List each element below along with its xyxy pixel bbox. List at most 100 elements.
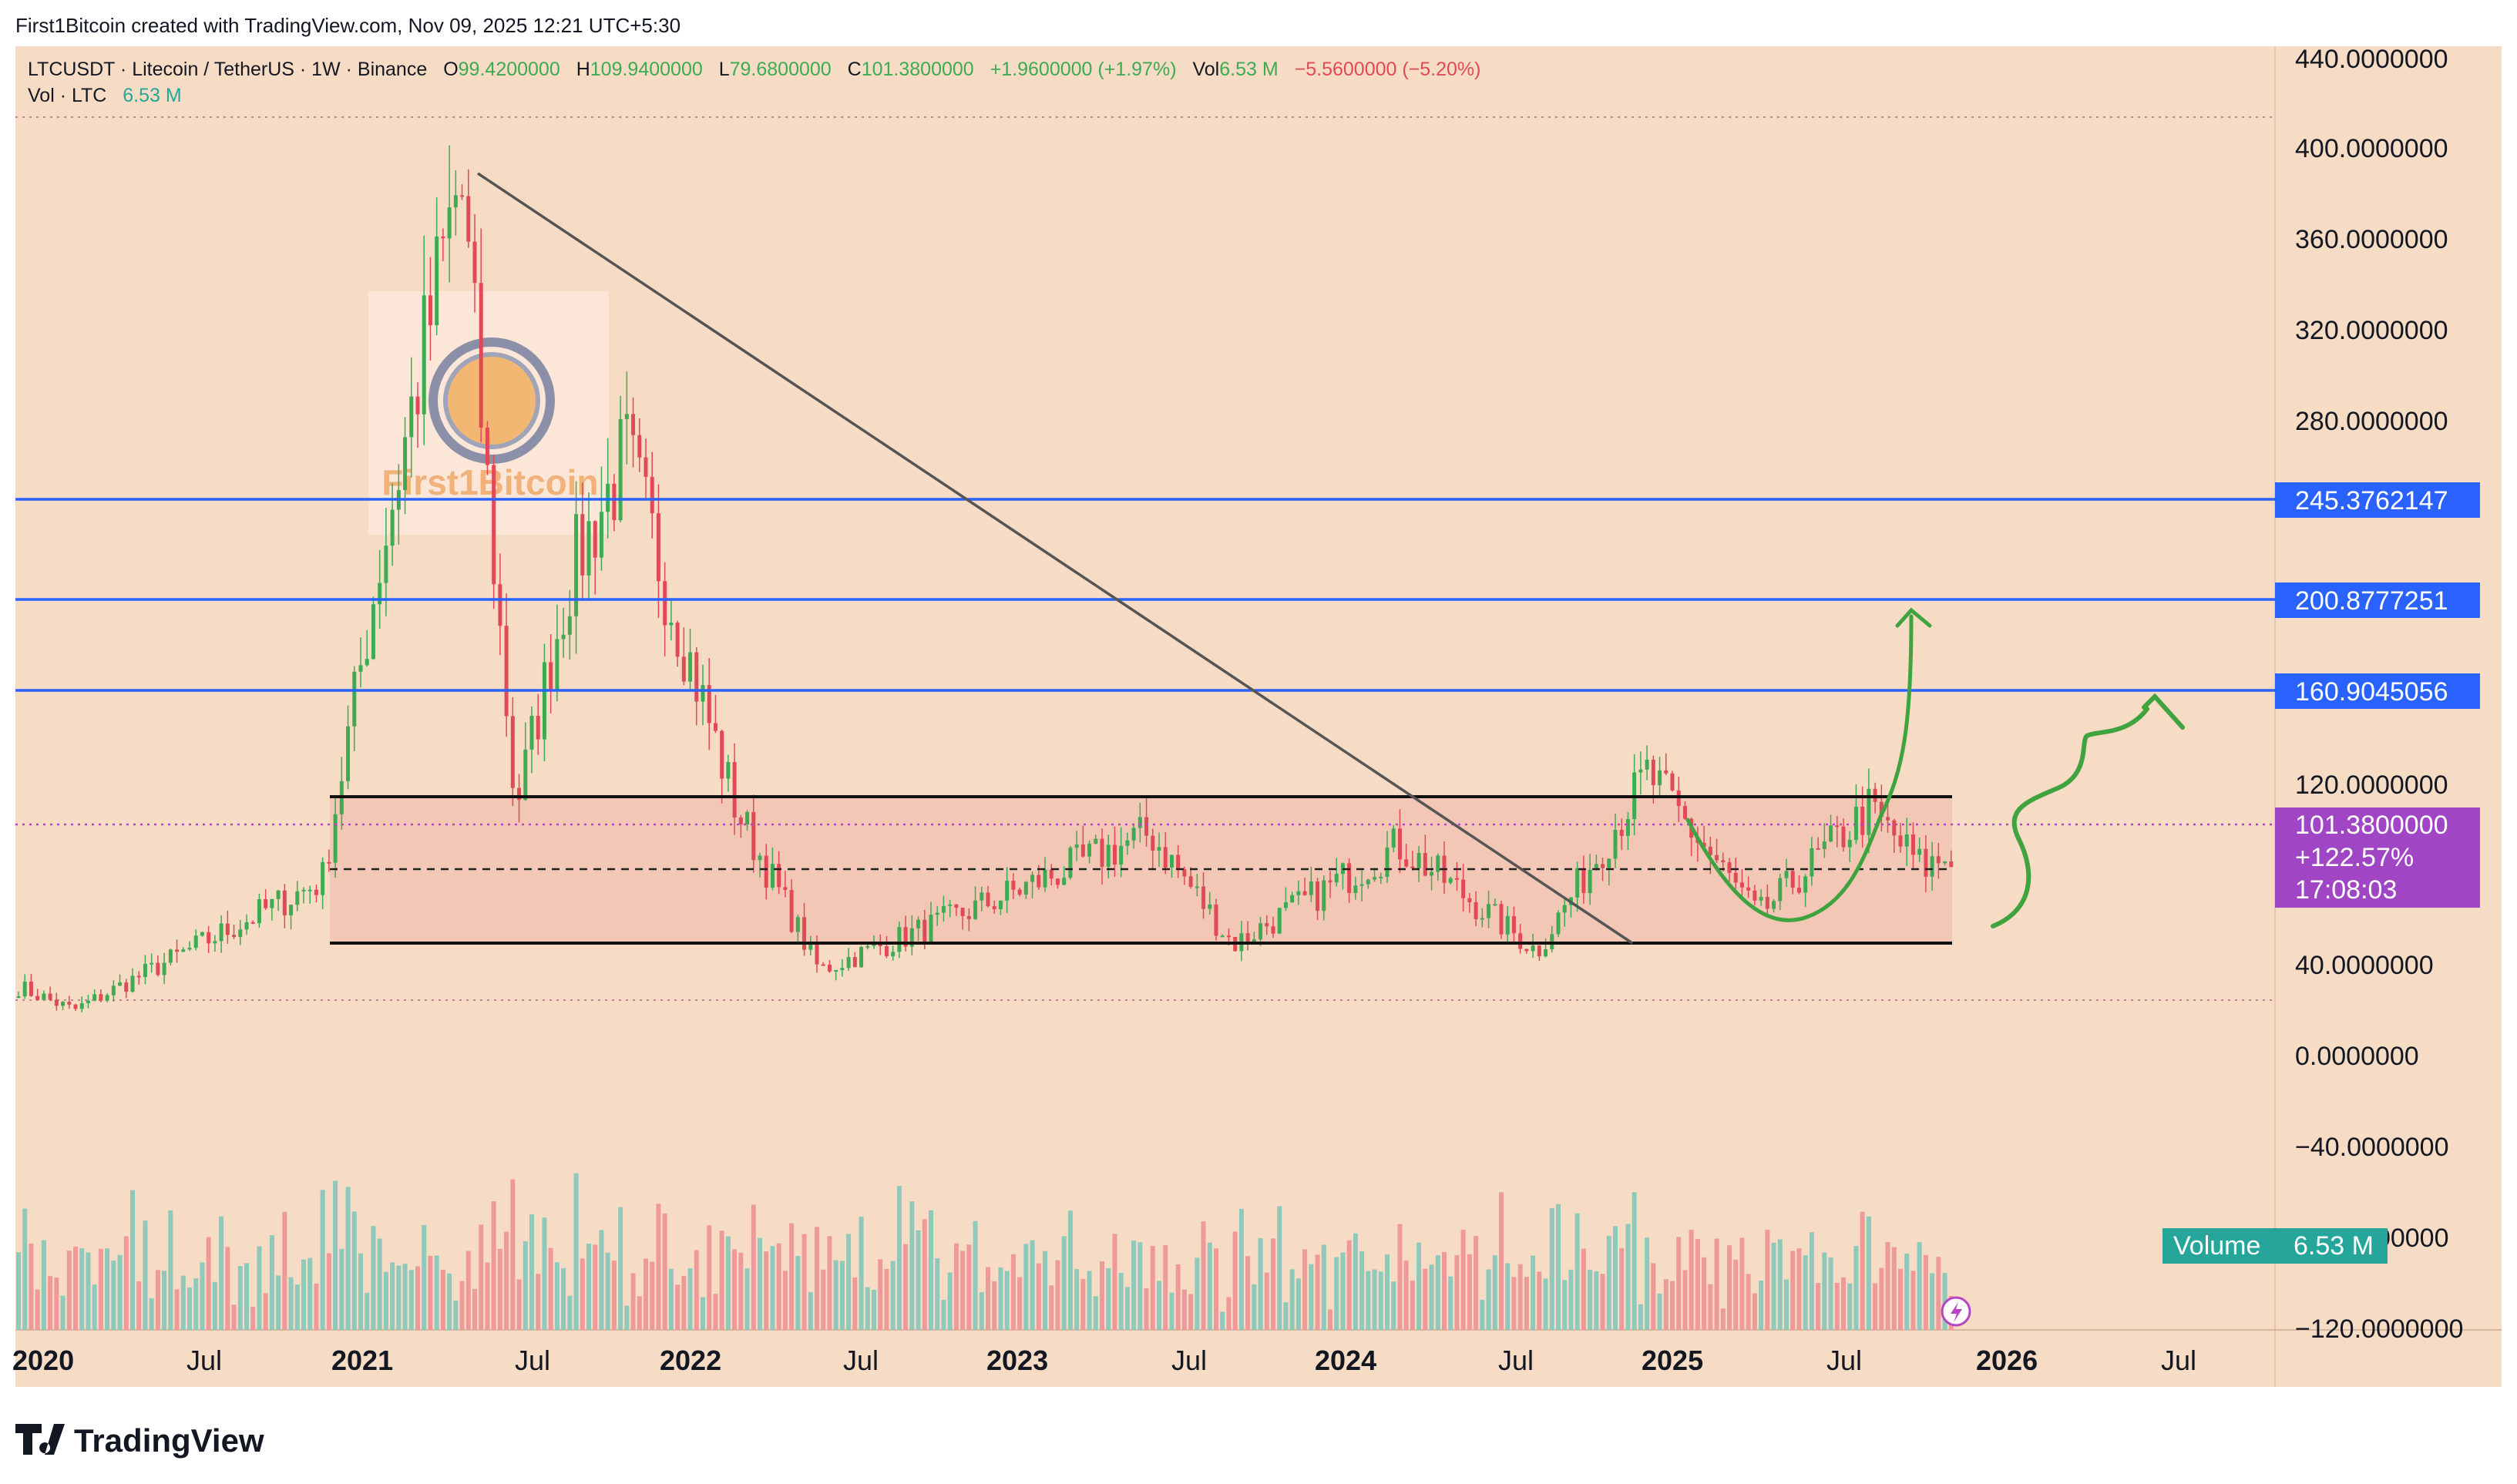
time-label: 2026 — [1976, 1345, 2038, 1376]
volume-bar — [1423, 1268, 1428, 1330]
candle-body — [1601, 864, 1605, 868]
price-tick: 280.0000000 — [2295, 407, 2448, 436]
candle-body — [1277, 908, 1282, 934]
volume-bar — [269, 1235, 274, 1330]
candle-body — [67, 1002, 72, 1005]
volume-bar — [795, 1256, 801, 1330]
candle-body — [1049, 869, 1054, 879]
candle-body — [1664, 770, 1668, 774]
candle-body — [105, 995, 109, 1001]
volume-bar — [434, 1255, 439, 1330]
candle-body — [460, 195, 465, 197]
volume-bar — [1733, 1259, 1739, 1330]
candle-body — [73, 1004, 78, 1009]
volume-bar — [1657, 1293, 1662, 1330]
candle-body — [1544, 949, 1548, 957]
candle-body — [1658, 770, 1662, 786]
volume-bar — [1581, 1248, 1586, 1330]
volume-bar — [687, 1267, 693, 1330]
price-tick: 40.0000000 — [2295, 951, 2434, 980]
candle-body — [1119, 845, 1124, 865]
volume-bar — [1074, 1269, 1080, 1330]
candle-body — [403, 437, 408, 490]
volume-bar — [35, 1289, 40, 1330]
candle-body — [1910, 834, 1915, 855]
volume-bar — [1803, 1255, 1808, 1330]
volume-bar — [1676, 1237, 1682, 1330]
candles — [16, 145, 1954, 1013]
volume-bar — [1467, 1254, 1472, 1330]
candle-body — [1423, 853, 1427, 876]
volume-bar — [567, 1295, 573, 1330]
volume-bar — [701, 1297, 705, 1330]
volume-bar — [447, 1273, 452, 1330]
current-price-badge: 101.3800000 +122.57% 17:08:03 — [2275, 807, 2480, 908]
volume-bar — [789, 1223, 795, 1330]
volume-bar — [1632, 1192, 1637, 1330]
volume-bar — [29, 1243, 34, 1330]
volume-bar — [351, 1211, 357, 1330]
volume-bars — [16, 1173, 1954, 1330]
candle-body — [1936, 856, 1941, 864]
volume-bar — [358, 1253, 363, 1330]
candle-body — [384, 546, 388, 583]
candle-body — [447, 207, 452, 239]
volume-bar — [1885, 1241, 1890, 1330]
price-tick: 320.0000000 — [2295, 316, 2448, 345]
candle-body — [859, 946, 864, 968]
volume-bar — [48, 1276, 53, 1330]
candle-body — [681, 656, 686, 682]
volume-bar — [1106, 1267, 1111, 1330]
volume-bar — [422, 1224, 427, 1330]
candle-body — [922, 919, 927, 943]
candle-body — [529, 715, 534, 750]
candle-body — [187, 948, 192, 950]
candle-body — [1949, 861, 1954, 868]
volume-bar — [1214, 1248, 1218, 1330]
volume-bar — [1378, 1271, 1383, 1330]
candle-body — [1290, 895, 1295, 903]
volume-bar — [1625, 1224, 1631, 1330]
volume-bar — [1346, 1240, 1352, 1330]
candle-body — [986, 892, 990, 907]
volume-bar — [1416, 1242, 1422, 1330]
volume-bar — [276, 1275, 281, 1330]
candle-body — [1144, 817, 1149, 836]
candle-body — [1759, 897, 1763, 901]
candle-body — [150, 962, 154, 965]
wave-arrow-head — [2142, 693, 2185, 730]
descending-trendline — [477, 172, 1633, 945]
candle-body — [1784, 871, 1789, 878]
candle-body — [510, 716, 515, 788]
volume-bar — [1777, 1239, 1783, 1330]
volume-bar — [212, 1281, 217, 1330]
price-tick: −40.0000000 — [2295, 1133, 2448, 1162]
volume-bar — [1480, 1299, 1485, 1330]
volume-bar — [314, 1283, 319, 1330]
volume-bar — [1568, 1269, 1574, 1330]
candle-body — [1265, 923, 1269, 927]
volume-bar — [922, 1219, 927, 1330]
candle-body — [22, 981, 27, 997]
candle-body — [1106, 844, 1111, 868]
candle-body — [1898, 835, 1903, 847]
volume-bar — [1492, 1255, 1497, 1330]
lightning-icon[interactable] — [1941, 1296, 1971, 1327]
volume-bar — [1334, 1257, 1339, 1330]
candle-body — [637, 435, 642, 458]
candle-body — [1613, 829, 1618, 859]
volume-bar — [548, 1247, 553, 1330]
volume-bar — [1429, 1264, 1434, 1330]
candle-body — [1499, 904, 1504, 935]
volume-bar — [973, 1220, 978, 1330]
candle-body — [1410, 866, 1415, 868]
volume-bar — [833, 1260, 838, 1330]
volume-bar — [206, 1237, 211, 1330]
candle-body — [1226, 935, 1231, 938]
volume-bar — [1809, 1232, 1814, 1330]
candle-body — [1917, 848, 1922, 855]
candle-body — [1790, 871, 1795, 888]
volume-bar — [1904, 1253, 1910, 1330]
candle-body — [1347, 863, 1352, 893]
tradingview-logo[interactable]: TradingView — [15, 1422, 264, 1459]
